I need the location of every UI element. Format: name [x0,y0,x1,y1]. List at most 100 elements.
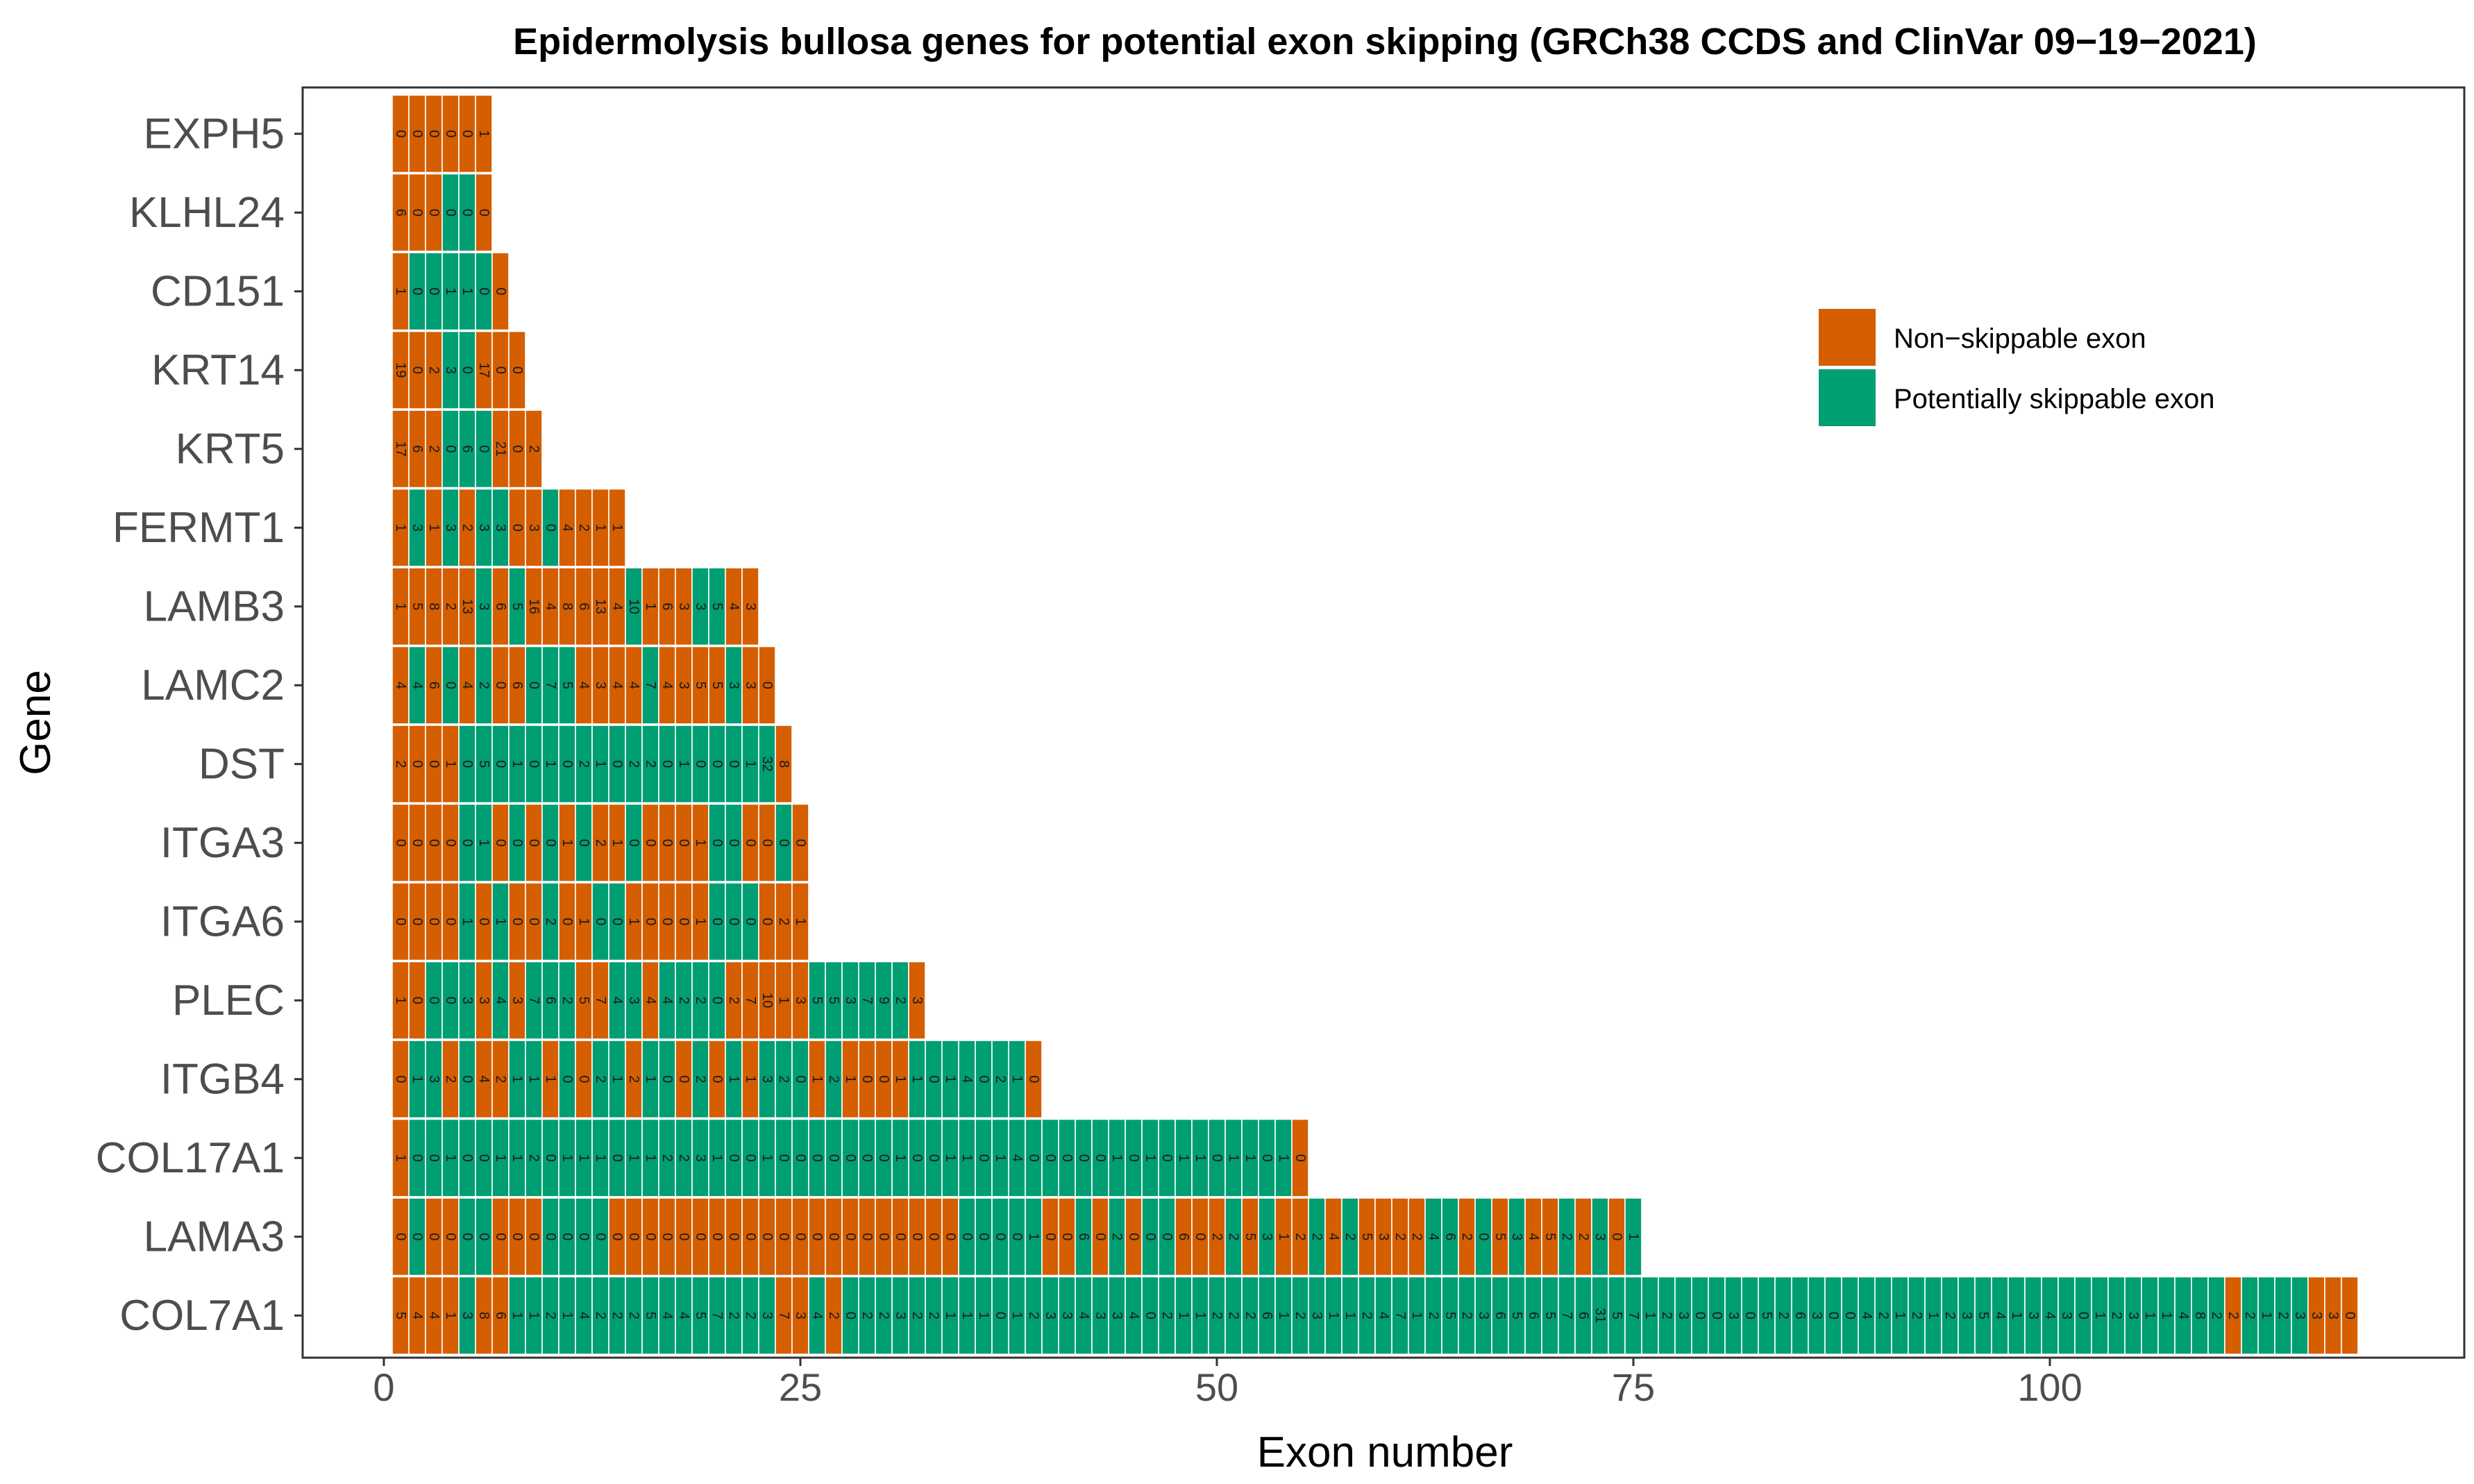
exon-cell-krt5-6 [475,410,493,489]
exon-count-itgb4-29: 0 [859,1075,875,1083]
exon-cell-col7a1-94 [1941,1276,1959,1355]
exon-count-lama3-36: 0 [976,1233,991,1240]
exon-count-lamc2-12: 4 [576,682,591,689]
exon-count-col7a1-32: 2 [909,1312,925,1319]
exon-count-col7a1-54: 1 [1276,1312,1291,1319]
exon-cell-lamc2-21 [725,646,743,725]
exon-count-itga3-12: 0 [576,839,591,847]
exon-count-col7a1-101: 3 [2059,1312,2074,1319]
exon-cell-lama3-39 [1025,1197,1043,1276]
legend: Non−skippable exon Potentially skippable… [1819,309,2215,426]
exon-cell-col17a1-7 [491,1118,510,1197]
exon-cell-dst-1 [392,725,410,804]
exon-cell-plec-6 [475,961,493,1040]
exon-count-lamc2-7: 0 [493,682,508,689]
exon-count-fermt1-2: 3 [410,524,425,532]
exon-count-lamb3-19: 3 [693,602,708,610]
exon-count-itga6-16: 0 [643,918,658,925]
exon-cell-lama3-29 [858,1197,876,1276]
exon-cell-col17a1-44 [1108,1118,1126,1197]
exon-count-lama3-74: 0 [1609,1233,1624,1240]
y-tick-label-col17a1: COL17A1 [96,1134,285,1182]
exon-count-itgb4-24: 2 [776,1075,791,1083]
exon-cell-lama3-55 [1291,1197,1309,1276]
exon-count-col7a1-89: 4 [1859,1312,1874,1319]
exon-cell-itga6-7 [491,882,510,961]
exon-count-plec-13: 7 [593,997,608,1004]
exon-count-col7a1-72: 6 [1576,1312,1591,1319]
exon-cell-lamb3-6 [475,567,493,646]
exon-count-col7a1-19: 5 [693,1312,708,1319]
exon-count-cd151-1: 1 [393,287,408,295]
exon-count-labels: 0 0 0 0 0 16 0 0 0 0 01 0 0 1 1 0 019 0 2 3 0 17 0 017 6 2 0 6 0 21 0 2… [393,130,2357,1323]
exon-cell-lama3-44 [1108,1197,1126,1276]
exon-cell-klhl24-2 [408,173,426,252]
exon-cell-krt14-3 [425,330,443,410]
exon-count-fermt1-6: 3 [476,524,491,532]
exon-cell-itga3-14 [608,803,626,882]
exon-cell-fermt1-14 [608,488,626,567]
exon-cell-itga3-9 [525,803,543,882]
exon-cell-col7a1-3 [425,1276,443,1355]
exon-count-dst-12: 2 [576,760,591,768]
exon-cell-lama3-74 [1608,1197,1626,1276]
exon-count-col17a1-44: 1 [1109,1154,1125,1162]
exon-count-itga3-16: 0 [643,839,658,847]
exon-cell-plec-24 [775,961,793,1040]
exon-count-itga3-6: 1 [476,839,491,847]
exon-cell-col7a1-79 [1691,1276,1709,1355]
exon-cell-col7a1-78 [1674,1276,1692,1355]
exon-count-col7a1-23: 3 [759,1312,775,1319]
exon-cell-lama3-32 [908,1197,926,1276]
exon-count-dst-1: 2 [393,760,408,768]
exon-cell-lamb3-2 [408,567,426,646]
exon-count-lamc2-5: 4 [460,682,475,689]
exon-count-col7a1-107: 1 [2159,1312,2174,1319]
exon-cell-krt5-9 [525,410,543,489]
exon-cell-lamc2-15 [625,646,643,725]
exon-count-lama3-6: 0 [476,1233,491,1240]
exon-cell-lama3-71 [1558,1197,1576,1276]
exon-cell-itgb4-16 [641,1040,659,1119]
exon-count-lama3-7: 0 [493,1233,508,1240]
exon-count-col7a1-78: 3 [1676,1312,1691,1319]
exon-count-plec-11: 2 [559,997,575,1004]
exon-cell-itga3-1 [392,803,410,882]
exon-cell-col7a1-9 [525,1276,543,1355]
exon-count-col7a1-29: 2 [859,1312,875,1319]
exon-cell-lamc2-6 [475,646,493,725]
exon-count-lama3-68: 3 [1509,1233,1524,1240]
exon-cell-itgb4-23 [758,1040,776,1119]
exon-count-lama3-35: 0 [959,1233,975,1240]
y-tick-label-lamb3: LAMB3 [144,582,285,630]
exon-count-col7a1-96: 5 [1976,1312,1991,1319]
exon-count-col17a1-21: 0 [726,1154,741,1162]
exon-count-col17a1-51: 1 [1226,1154,1241,1162]
exon-cell-col7a1-91 [1891,1276,1909,1355]
exon-cell-itgb4-24 [775,1040,793,1119]
exon-count-krt14-2: 0 [410,366,425,374]
exon-count-itga6-18: 0 [676,918,691,925]
exon-count-col7a1-110: 2 [2209,1312,2224,1319]
exon-cell-lama3-48 [1175,1197,1193,1276]
exon-count-col7a1-48: 1 [1176,1312,1191,1319]
exon-count-plec-18: 2 [676,997,691,1004]
exon-count-lama3-21: 0 [726,1233,741,1240]
exon-count-col7a1-118: 0 [2342,1312,2357,1319]
exon-cell-lamb3-13 [591,567,609,646]
exon-cell-lamb3-16 [641,567,659,646]
exon-cell-lamb3-21 [725,567,743,646]
exon-count-col7a1-85: 6 [1792,1312,1808,1319]
exon-count-lamb3-12: 6 [576,602,591,610]
x-axis: 0 25 50 75 100 [373,1358,2082,1409]
exon-count-fermt1-9: 3 [526,524,541,532]
exon-count-itga6-6: 0 [476,918,491,925]
exon-cell-col7a1-117 [2324,1276,2342,1355]
exon-cell-col7a1-65 [1458,1276,1476,1355]
exon-count-itga3-5: 0 [460,839,475,847]
exon-count-lama3-75: 1 [1626,1233,1641,1240]
exon-cell-fermt1-10 [541,488,559,567]
exon-count-lamc2-1: 4 [393,682,408,689]
exon-cell-lamc2-12 [575,646,593,725]
exon-cell-col7a1-29 [858,1276,876,1355]
